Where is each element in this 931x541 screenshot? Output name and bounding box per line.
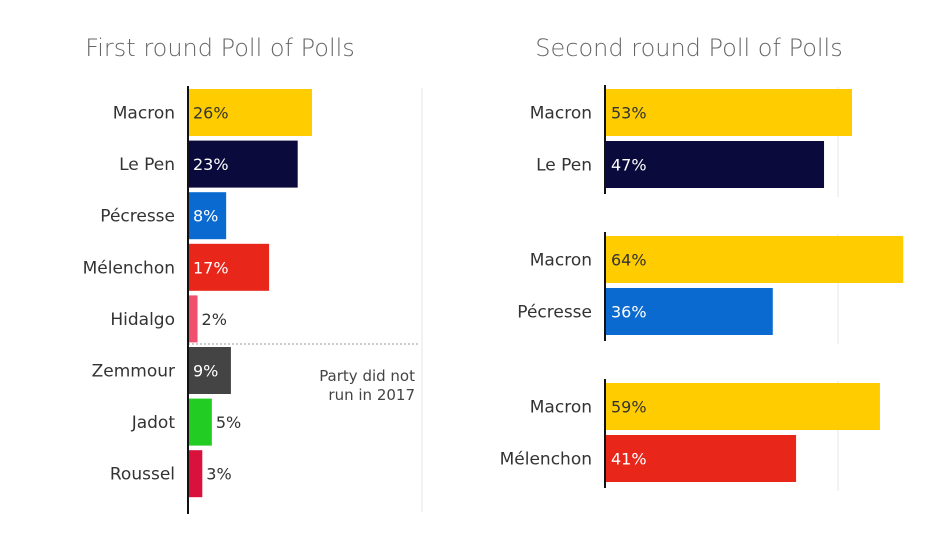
bar-macron	[605, 236, 904, 283]
category-label: Mélenchon	[83, 258, 175, 278]
category-label: Pécresse	[100, 207, 175, 227]
second-round-chart: Macron 53% Le Pen 47% Macron 64% Pécresse 36% Ma…	[500, 85, 904, 491]
category-label: Zemmour	[92, 362, 175, 382]
value-label: 23%	[193, 155, 229, 174]
value-label: 2%	[202, 310, 227, 329]
category-label: Hidalgo	[110, 310, 175, 330]
value-label: 64%	[611, 251, 647, 270]
bar-zemmour	[188, 347, 231, 394]
category-label: Mélenchon	[500, 450, 592, 470]
bar-roussel	[188, 450, 203, 498]
category-label: Macron	[530, 398, 592, 418]
bar-pécresse	[605, 288, 773, 335]
bar-mélenchon	[605, 435, 797, 482]
value-label: 47%	[611, 156, 647, 175]
bar-le pen	[188, 140, 298, 188]
category-label: Le Pen	[536, 156, 592, 176]
first-round-title: First round Poll of Polls	[85, 34, 355, 62]
annotation-line-2: run in 2017	[328, 386, 415, 404]
annotation-line-1: Party did not	[319, 367, 415, 385]
category-label: Pécresse	[517, 303, 592, 323]
bar-hidalgo	[188, 295, 198, 343]
category-label: Roussel	[110, 465, 175, 485]
bar-mélenchon	[188, 243, 270, 291]
bar-pécresse	[188, 192, 227, 240]
value-label: 53%	[611, 104, 647, 123]
bar-macron	[188, 89, 312, 136]
bar-le pen	[605, 141, 825, 188]
category-label: Macron	[113, 104, 175, 124]
value-label: 9%	[193, 362, 218, 381]
value-label: 3%	[206, 465, 231, 484]
value-label: 36%	[611, 303, 647, 322]
value-label: 8%	[193, 207, 218, 226]
category-label: Macron	[530, 251, 592, 271]
category-label: Macron	[530, 104, 592, 124]
value-label: 41%	[611, 450, 647, 469]
value-label: 5%	[216, 413, 241, 432]
second-round-title: Second round Poll of Polls	[535, 34, 842, 62]
first-round-chart: Macron 26% Le Pen 23% Pécresse 8% Mélenchon 17%…	[83, 86, 423, 514]
value-label: 26%	[193, 104, 229, 123]
category-label: Le Pen	[119, 155, 175, 175]
value-label: 59%	[611, 398, 647, 417]
bar-jadot	[188, 398, 212, 446]
bar-macron	[605, 383, 880, 430]
bar-macron	[605, 89, 852, 136]
value-label: 17%	[193, 258, 229, 277]
category-label: Jadot	[131, 413, 176, 433]
